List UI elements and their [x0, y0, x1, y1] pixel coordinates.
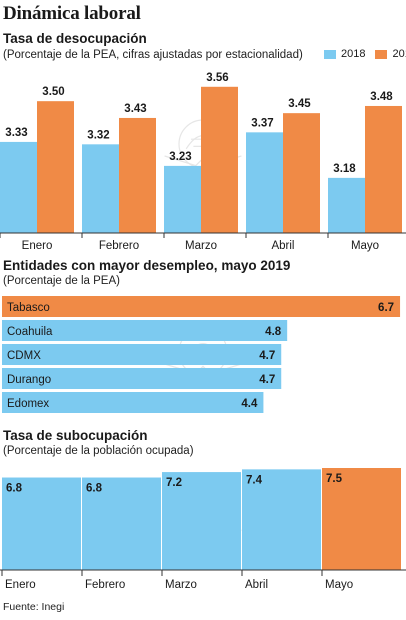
hbar-coahuila: [2, 320, 288, 341]
bar-2018-abril: [246, 132, 283, 233]
x-tick-label-mayo: Mayo: [325, 579, 353, 591]
x-tick-label-enero: Enero: [22, 240, 53, 252]
bar-label-enero: 6.8: [6, 483, 23, 495]
hbar-label-edomex: Edomex: [7, 398, 49, 410]
bar-label-2018-enero: 3.33: [5, 127, 27, 139]
legend-label-2019: 2019: [392, 48, 406, 60]
legend-label-2018: 2018: [341, 48, 366, 60]
x-tick-label-abril: Abril: [271, 240, 294, 252]
hbar-label-coahuila: Coahuila: [7, 326, 53, 338]
bar-label-2018-mayo: 3.18: [333, 163, 356, 175]
entidades-subtitle: (Porcentaje de la PEA): [3, 275, 120, 287]
bar-marzo: [162, 472, 241, 570]
hbar-value-tabasco: 6.7: [378, 302, 394, 314]
hbar-value-coahuila: 4.8: [265, 326, 282, 338]
bar-enero: [2, 477, 81, 570]
hbar-label-cdmx: CDMX: [7, 350, 41, 362]
subocupacion-title: Tasa de subocupación: [3, 428, 148, 443]
hbar-cdmx: [2, 344, 282, 365]
bar-label-2019-abril: 3.45: [288, 98, 311, 110]
hbar-value-cdmx: 4.7: [259, 350, 275, 362]
bar-label-2019-mayo: 3.48: [370, 91, 393, 103]
x-tick-label-febrero: Febrero: [85, 579, 125, 591]
bar-2019-abril: [283, 113, 320, 233]
bar-label-2018-marzo: 3.23: [169, 151, 191, 163]
bar-label-2018-abril: 3.37: [251, 117, 273, 129]
bar-label-2019-febrero: 3.43: [124, 103, 146, 115]
hbar-edomex: [2, 392, 264, 413]
bar-label-2018-febrero: 3.32: [87, 129, 109, 141]
hbar-durango: [2, 368, 282, 389]
x-tick-label-febrero: Febrero: [99, 240, 139, 252]
bar-label-febrero: 6.8: [86, 483, 103, 495]
desocupacion-subtitle: (Porcentaje de la PEA, cifras ajustadas …: [3, 49, 303, 61]
hbar-value-durango: 4.7: [259, 374, 275, 386]
desocupacion-title: Tasa de desocupación: [3, 31, 147, 46]
legend-swatch-2018: [324, 49, 336, 59]
legend-swatch-2019: [375, 49, 388, 59]
bar-2018-febrero: [82, 144, 119, 233]
hbar-label-tabasco: Tabasco: [7, 302, 50, 314]
x-tick-label-marzo: Marzo: [165, 579, 197, 591]
source-note: Fuente: Inegi: [3, 601, 65, 613]
bar-febrero: [82, 477, 161, 570]
bar-label-abril: 7.4: [246, 474, 263, 486]
bar-2019-marzo: [201, 86, 238, 234]
bar-2019-febrero: [119, 117, 156, 233]
hbar-tabasco: [2, 296, 401, 317]
legend-item-2018: 2018: [324, 48, 365, 60]
legend: 2018 2019: [324, 48, 406, 60]
legend-item-2019: 2019: [375, 48, 406, 60]
bar-abril: [242, 469, 321, 570]
bar-label-marzo: 7.2: [166, 477, 182, 489]
entidades-title: Entidades con mayor desempleo, mayo 2019: [3, 258, 291, 273]
bar-2019-mayo: [365, 105, 402, 233]
entidades-chart: Tabasco 6.7 Coahuila 4.8 CDMX 4.7 Durango 4.7 Ed…: [2, 296, 401, 413]
hbar-value-edomex: 4.4: [241, 398, 258, 410]
bar-2018-enero: [0, 141, 37, 233]
subocupacion-subtitle: (Porcentaje de la población ocupada): [3, 445, 194, 457]
bar-2018-mayo: [328, 177, 365, 233]
page-title: Dinámica laboral: [3, 3, 141, 24]
bar-label-2019-enero: 3.50: [42, 86, 64, 98]
bar-label-mayo: 7.5: [326, 473, 343, 485]
bar-mayo: [322, 468, 401, 570]
x-tick-label-enero: Enero: [5, 579, 36, 591]
x-tick-label-marzo: Marzo: [185, 240, 217, 252]
desocupacion-chart: 3.33 3.50 Enero 3.32 3.43 Febrero 3.23 3.56 Marz…: [0, 72, 406, 252]
subocupacion-chart: 6.8 Enero 6.8 Febrero 7.2 Marzo 7.4 Abril 7.5 May…: [0, 468, 406, 591]
bar-label-2019-marzo: 3.56: [206, 72, 228, 84]
x-tick-label-mayo: Mayo: [351, 240, 379, 252]
x-tick-label-abril: Abril: [245, 579, 268, 591]
bar-2019-enero: [37, 101, 74, 233]
hbar-label-durango: Durango: [7, 374, 51, 386]
bar-2018-marzo: [164, 165, 201, 233]
